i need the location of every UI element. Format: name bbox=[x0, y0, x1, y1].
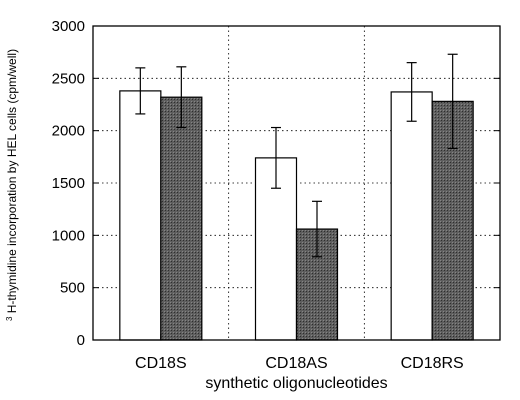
y-tick-label: 1500 bbox=[52, 175, 85, 192]
bars bbox=[119, 90, 474, 341]
axes bbox=[92, 25, 501, 341]
bar-cd18s-series-2 bbox=[160, 96, 203, 341]
y-axis-title-superscript: 3 bbox=[5, 316, 14, 321]
y-tick-label: 0 bbox=[77, 332, 85, 349]
y-tick-label: 2000 bbox=[52, 123, 85, 140]
y-axis-title: 3 H-thymidine incorporation by HEL cells… bbox=[5, 49, 20, 321]
tick-labels: CD18S CD18AS CD18RS 0 500 1000 1500 2000 2500 300… bbox=[52, 18, 464, 372]
bar-cd18s-series-1 bbox=[119, 90, 162, 341]
x-axis-title: synthetic oligonucleotides bbox=[205, 375, 387, 392]
y-tick-label: 3000 bbox=[52, 18, 85, 35]
y-tick-label: 2500 bbox=[52, 70, 85, 87]
y-axis-title-text: H-thymidine incorporation by HEL cells (… bbox=[5, 49, 19, 313]
bar-cd18rs-series-1 bbox=[390, 91, 433, 341]
y-tick-label: 500 bbox=[60, 280, 85, 297]
x-tick-label: CD18S bbox=[135, 355, 187, 372]
y-tick-label: 1000 bbox=[52, 227, 85, 244]
x-tick-label: CD18AS bbox=[265, 355, 327, 372]
x-tick-label: CD18RS bbox=[401, 355, 464, 372]
error-bars bbox=[135, 53, 458, 258]
